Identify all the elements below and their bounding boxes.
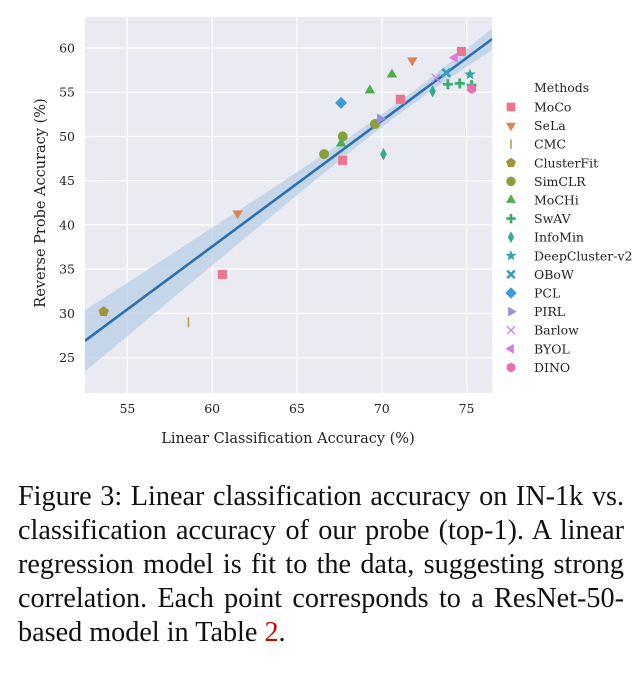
x-tick-label: 60 <box>204 401 220 416</box>
data-points <box>98 46 477 328</box>
data-point <box>386 68 398 78</box>
data-point <box>98 306 109 316</box>
x-tick-labels: 55 60 65 70 75 <box>119 401 474 416</box>
data-point <box>380 147 387 161</box>
x-tick-label: 70 <box>374 401 390 416</box>
legend-label: SwAV <box>534 211 572 226</box>
x-axis-label: Linear Classification Accuracy (%) <box>161 431 415 447</box>
legend-title: Methods <box>534 80 589 95</box>
legend-label: PIRL <box>534 304 565 319</box>
legend-label: ClusterFit <box>534 155 598 170</box>
legend: Methods MoCo SeLa CMC ClusterFit SimCLR MoCHi… <box>505 80 632 375</box>
legend-marker <box>506 269 516 280</box>
figure-caption: Figure 3: Linear classification accuracy… <box>18 480 624 650</box>
data-point <box>338 155 348 165</box>
legend-label: SeLa <box>534 118 566 133</box>
data-point <box>431 73 441 83</box>
y-tick-label: 50 <box>59 129 75 144</box>
legend-marker <box>506 122 516 132</box>
y-tick-label: 60 <box>59 40 75 55</box>
y-tick-label: 25 <box>59 350 75 365</box>
legend-label: Barlow <box>534 323 579 338</box>
y-tick-label: 45 <box>59 173 75 188</box>
y-tick-label: 35 <box>59 262 75 277</box>
data-point <box>217 269 227 280</box>
data-point <box>448 52 458 63</box>
y-axis-label: Reverse Probe Accuracy (%) <box>33 98 49 307</box>
legend-label: InfoMin <box>534 230 584 245</box>
legend-label: DeepCluster-v2 <box>534 248 632 263</box>
legend-label: DINO <box>534 360 570 375</box>
data-point <box>335 137 347 147</box>
data-point <box>395 94 406 104</box>
plot-background <box>85 17 492 393</box>
legend-label: MoCo <box>534 100 571 115</box>
legend-marker <box>506 194 516 203</box>
legend-marker <box>506 176 516 187</box>
y-tick-label: 40 <box>59 217 75 232</box>
y-tick-label: 30 <box>59 306 75 321</box>
data-point <box>337 131 348 142</box>
legend-marker <box>507 231 515 244</box>
data-point <box>319 149 330 160</box>
data-point <box>456 46 467 57</box>
data-point <box>454 78 465 89</box>
legend-marker <box>505 343 514 354</box>
y-tick-labels: 25 30 35 40 45 50 55 60 <box>59 40 75 365</box>
scatter-chart: 55 60 65 70 75 25 30 35 40 45 50 55 60 Linear Class… <box>33 17 632 447</box>
data-point <box>407 57 418 67</box>
legend-marker <box>505 250 517 261</box>
legend-marker <box>506 213 516 224</box>
x-tick-label: 55 <box>119 401 135 416</box>
legend-marker <box>508 306 517 317</box>
legend-label: CMC <box>534 137 566 152</box>
caption-end: . <box>278 617 286 648</box>
data-point <box>464 68 476 80</box>
x-tick-label: 75 <box>459 401 475 416</box>
legend-marker <box>506 325 516 335</box>
data-point <box>364 84 376 94</box>
legend-marker <box>506 102 516 112</box>
grid-lines <box>85 17 492 393</box>
legend-label: SimCLR <box>534 174 586 189</box>
data-point <box>467 83 477 94</box>
data-point <box>377 113 387 124</box>
regression-fit-line <box>85 38 492 342</box>
legend-marker <box>505 287 517 299</box>
regression-line <box>85 38 492 342</box>
table-reference-link[interactable]: 2 <box>264 617 279 648</box>
data-point <box>441 67 452 78</box>
legend-label: MoCHi <box>534 193 579 208</box>
x-tick-label: 65 <box>289 401 305 416</box>
legend-marker <box>506 157 516 167</box>
data-point <box>335 96 348 109</box>
legend-label: OBoW <box>534 267 574 282</box>
legend-label: PCL <box>534 286 560 301</box>
legend-marker <box>506 362 516 373</box>
y-tick-label: 55 <box>59 85 75 100</box>
data-point <box>429 85 436 98</box>
data-point <box>232 210 243 220</box>
legend-label: BYOL <box>534 341 570 356</box>
data-point <box>442 79 453 90</box>
caption-text: Figure 3: Linear classification accuracy… <box>18 481 624 648</box>
